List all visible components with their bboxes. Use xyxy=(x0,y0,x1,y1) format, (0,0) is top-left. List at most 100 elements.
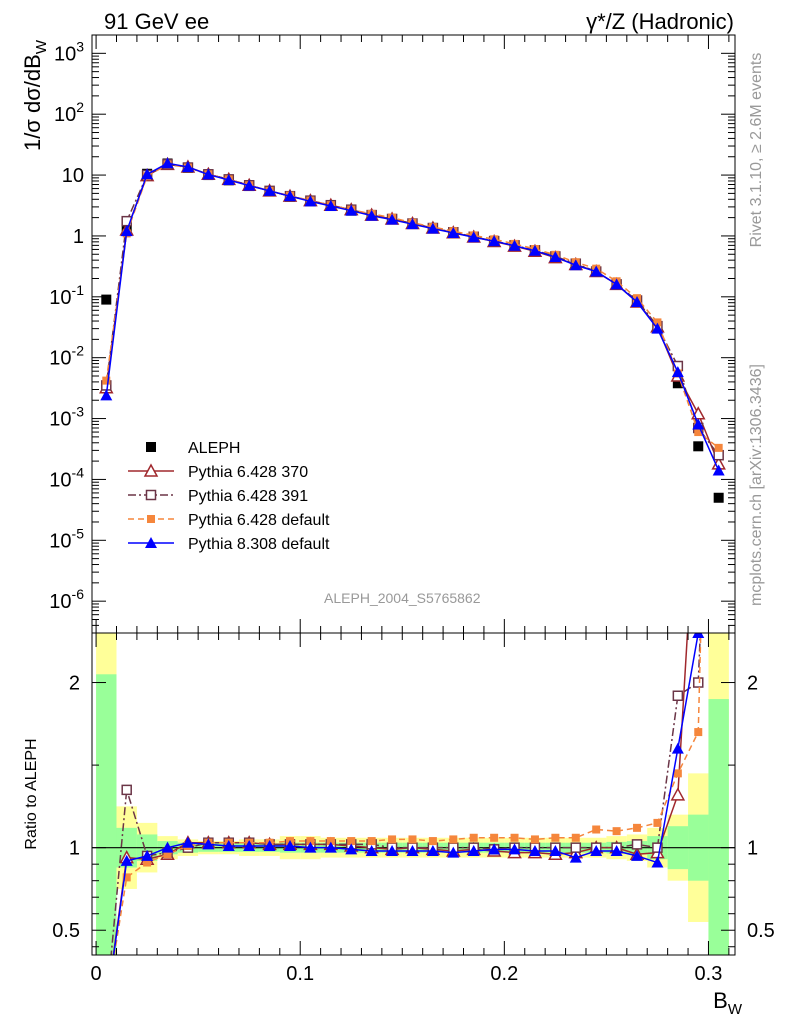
legend-entry-pythia-6-428-391: Pythia 6.428 391 xyxy=(128,488,308,505)
ratio-point-pythia-8-308-default-22 xyxy=(549,844,562,856)
main-ytick-label: 10-1 xyxy=(49,282,84,309)
data-point-pythia-8-308-default-5 xyxy=(202,168,215,180)
ratio-point-pythia-8-308-default-14 xyxy=(386,844,399,856)
data-point-pythia-8-308-default-30 xyxy=(712,464,725,476)
ratio-point-pythia-8-308-default-6 xyxy=(222,840,235,852)
ratio-point-pythia-8-308-default-12 xyxy=(345,843,358,855)
ratio-point-pythia-6-428-391-26 xyxy=(631,839,643,850)
analysis-id-label: ALEPH_2004_S5765862 xyxy=(324,590,481,606)
main-panel: 1/σ dσ/dBW 10-610-510-410-310-210-111010… xyxy=(20,34,736,634)
ratio-point-pythia-8-308-default-15 xyxy=(406,844,419,856)
ratio-ytick-label: 1 xyxy=(69,838,80,860)
ratio-point-pythia-8-308-default-3 xyxy=(161,841,174,853)
legend-label: Pythia 8.308 default xyxy=(188,536,330,553)
data-point-pythia-8-308-default-0 xyxy=(100,389,113,401)
ratio-line-pythia-6-428-370 xyxy=(112,633,689,955)
legend-label: Pythia 6.428 391 xyxy=(188,488,308,505)
data-point-pythia-8-308-default-1 xyxy=(120,225,133,237)
data-point-pythia-8-308-default-14 xyxy=(386,213,399,225)
main-axes: 10-6 10-5 10-4 10-3 10-2 10-1 1 10 102 103 xyxy=(49,34,736,634)
legend-entry-pythia-6-428-default: Pythia 6.428 default xyxy=(128,512,330,529)
data-point-aleph-28 xyxy=(672,378,683,389)
ratio-series-pythia-6-428-370 xyxy=(112,633,689,955)
legend-entry-pythia-6-428-370: Pythia 6.428 370 xyxy=(128,463,308,481)
ratio-point-pythia-8-308-default-24 xyxy=(590,844,603,856)
ratio-panel: 0.5 0.5 1 1 2 2 0 0.1 0.2 0.3 BW Ratio to ALEPH xyxy=(23,632,775,1018)
data-point-pythia-8-308-default-13 xyxy=(365,209,378,221)
data-point-pythia-8-308-default-7 xyxy=(243,179,256,191)
data-point-pythia-8-308-default-20 xyxy=(508,239,521,251)
ratio-point-pythia-8-308-default-11 xyxy=(324,841,337,853)
ratio-point-pythia-6-428-391-1 xyxy=(121,784,132,796)
series-line-pythia-6-428-391 xyxy=(105,163,720,456)
ratio-point-pythia-8-308-default-5 xyxy=(202,838,215,850)
data-point-pythia-8-308-default-17 xyxy=(447,226,460,238)
ratio-point-pythia-6-428-default-14 xyxy=(388,835,397,844)
legend-marker xyxy=(145,489,157,501)
ratio-line-pythia-8-308-default xyxy=(112,633,700,955)
ratio-point-pythia-6-428-default-20 xyxy=(510,833,519,842)
ratio-point-pythia-6-428-default-11 xyxy=(326,837,335,846)
ratio-point-pythia-8-308-default-13 xyxy=(365,844,378,856)
ratio-point-pythia-6-428-391-27 xyxy=(652,842,663,853)
ratio-point-pythia-8-308-default-25 xyxy=(610,844,623,856)
main-ytick-label: 102 xyxy=(54,99,84,126)
ratio-point-pythia-6-428-default-24 xyxy=(592,825,601,834)
ratio-point-pythia-8-308-default-29 xyxy=(692,633,705,638)
data-point-aleph-0 xyxy=(101,294,112,305)
legend-marker xyxy=(143,463,159,477)
data-point-pythia-8-308-default-22 xyxy=(549,251,562,263)
data-point-pythia-8-308-default-12 xyxy=(345,204,358,216)
main-ytick-label: 10-2 xyxy=(49,343,84,370)
main-ytick-label: 103 xyxy=(54,38,84,65)
data-point-pythia-6-428-default-0 xyxy=(102,376,111,385)
ratio-series-pythia-8-308-default xyxy=(112,633,705,955)
ratio-point-pythia-6-428-default-1 xyxy=(122,873,131,882)
data-point-pythia-8-308-default-4 xyxy=(181,160,194,172)
ratio-point-pythia-8-308-default-26 xyxy=(631,849,644,861)
ratio-point-pythia-6-428-391-23 xyxy=(570,842,582,853)
data-point-pythia-8-308-default-27 xyxy=(651,322,664,334)
ratio-point-pythia-8-308-default-17 xyxy=(447,846,460,858)
ratio-point-pythia-8-308-default-18 xyxy=(467,844,480,856)
data-point-pythia-8-308-default-29 xyxy=(692,418,705,430)
ratio-ytick-label-right: 2 xyxy=(747,673,758,695)
ratio-point-pythia-8-308-default-27 xyxy=(651,856,664,868)
legend-entry-aleph: ALEPH xyxy=(146,440,240,457)
series-pythia-6-428-370 xyxy=(99,156,726,470)
band-green xyxy=(708,699,729,955)
legend-marker xyxy=(147,515,155,523)
data-point-pythia-8-308-default-23 xyxy=(569,259,582,271)
ratio-point-pythia-8-308-default-19 xyxy=(488,843,501,855)
mcplots-reference-label: mcplots.cern.ch [arXiv:1306.3436] xyxy=(748,364,765,606)
ratio-point-pythia-8-308-default-4 xyxy=(181,836,194,848)
main-data-layer xyxy=(99,156,726,503)
ratio-point-pythia-8-308-default-7 xyxy=(243,840,256,852)
ratio-point-pythia-6-428-370-28 xyxy=(670,787,686,801)
legend-label: Pythia 6.428 default xyxy=(188,512,330,529)
data-point-pythia-8-308-default-3 xyxy=(161,157,174,169)
ratio-point-pythia-6-428-default-16 xyxy=(428,837,437,846)
main-ytick-label: 10-5 xyxy=(49,525,84,552)
ratio-point-pythia-8-308-default-8 xyxy=(263,840,276,852)
series-line-pythia-6-428-default xyxy=(105,163,720,449)
process-label: 91 GeV ee xyxy=(104,9,209,34)
ratio-point-pythia-8-308-default-9 xyxy=(284,840,297,852)
ratio-point-pythia-6-428-default-10 xyxy=(306,837,315,846)
series-pythia-6-428-default xyxy=(102,160,723,452)
data-point-pythia-8-308-default-6 xyxy=(222,173,235,185)
ratio-point-pythia-8-308-default-10 xyxy=(304,841,317,853)
legend: ALEPH Pythia 6.428 370 Pythia 6.428 391 Pyt… xyxy=(128,440,330,553)
data-point-pythia-8-308-default-16 xyxy=(426,222,439,234)
data-point-aleph-30 xyxy=(713,492,724,503)
xtick-label: 0.1 xyxy=(286,963,314,985)
ratio-data-layer xyxy=(92,633,735,955)
ratio-point-pythia-6-428-default-26 xyxy=(633,823,642,832)
ratio-point-pythia-8-308-default-28 xyxy=(671,742,684,754)
data-point-pythia-8-308-default-24 xyxy=(590,265,603,277)
ratio-point-pythia-6-428-default-3 xyxy=(163,850,172,859)
data-point-pythia-8-308-default-28 xyxy=(671,366,684,378)
ratio-point-pythia-8-308-default-21 xyxy=(528,844,541,856)
ratio-point-pythia-6-428-default-27 xyxy=(653,818,662,827)
data-point-pythia-8-308-default-26 xyxy=(631,296,644,308)
